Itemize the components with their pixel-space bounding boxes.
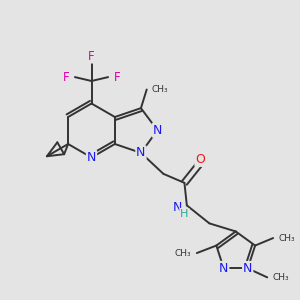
Text: H: H — [180, 209, 189, 219]
Text: F: F — [63, 70, 70, 84]
Text: N: N — [136, 146, 146, 159]
Text: F: F — [113, 70, 120, 84]
Text: N: N — [87, 151, 96, 164]
Text: N: N — [219, 262, 228, 275]
Text: CH₃: CH₃ — [278, 234, 295, 243]
Text: N: N — [173, 201, 182, 214]
Text: CH₃: CH₃ — [273, 273, 289, 282]
Text: CH₃: CH₃ — [175, 249, 191, 258]
Text: F: F — [88, 50, 95, 63]
Text: N: N — [153, 124, 162, 137]
Text: O: O — [195, 153, 205, 166]
Text: N: N — [243, 262, 252, 275]
Text: CH₃: CH₃ — [152, 85, 168, 94]
